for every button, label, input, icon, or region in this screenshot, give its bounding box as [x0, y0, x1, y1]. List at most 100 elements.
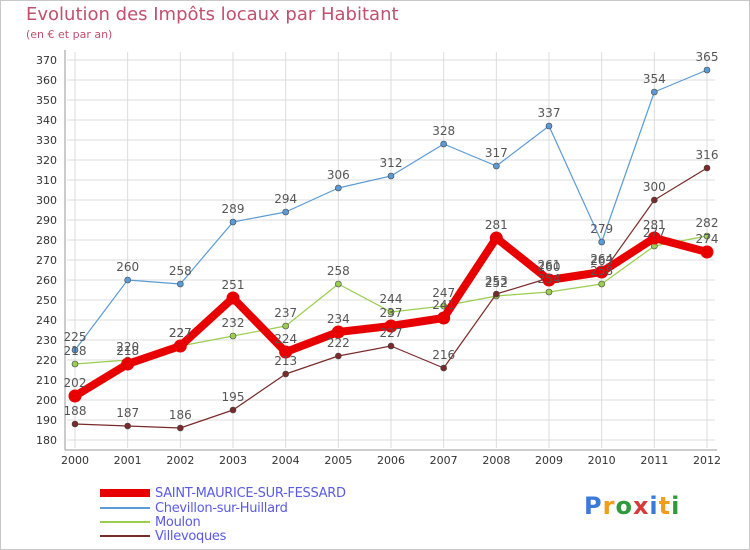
x-tick-label: 2008: [482, 454, 510, 467]
x-tick-label: 2011: [640, 454, 668, 467]
data-label-chevillon: 258: [169, 264, 192, 278]
y-tick-label: 330: [36, 134, 57, 147]
legend-swatch-villevoques: [100, 535, 150, 537]
data-label-chevillon: 260: [116, 260, 139, 274]
data-label-moulon: 220: [116, 340, 139, 354]
y-tick-label: 340: [36, 114, 57, 127]
data-label-saint-maurice: 274: [696, 232, 719, 246]
data-label-saint-maurice: 281: [485, 218, 508, 232]
data-point-chevillon: [598, 238, 605, 246]
data-point-saint-maurice: [384, 319, 398, 333]
proxiti-logo: Proxiti: [584, 492, 680, 520]
data-point-chevillon: [71, 346, 79, 354]
x-tick-label: 2004: [272, 454, 300, 467]
logo-letter: x: [632, 492, 650, 520]
data-label-villevoques: 253: [485, 274, 508, 288]
data-label-chevillon: 289: [222, 202, 245, 216]
legend-item-saint-maurice: SAINT-MAURICE-SUR-FESSARD: [100, 486, 346, 501]
data-point-chevillon: [703, 66, 711, 74]
data-point-chevillon: [545, 122, 553, 130]
x-tick-label: 2001: [114, 454, 142, 467]
legend-item-villevoques: Villevoques: [100, 528, 227, 544]
data-point-chevillon: [229, 218, 237, 226]
data-label-chevillon: 317: [485, 146, 508, 160]
logo-letter: i: [671, 492, 681, 520]
data-point-chevillon: [651, 88, 658, 96]
data-label-chevillon: 279: [590, 222, 613, 236]
data-point-chevillon: [177, 280, 184, 288]
data-point-chevillon: [335, 184, 342, 192]
data-point-villevoques: [335, 352, 342, 360]
data-point-saint-maurice: [700, 245, 714, 259]
data-label-moulon: 258: [590, 264, 613, 278]
y-tick-label: 260: [36, 274, 57, 287]
y-tick-label: 310: [36, 174, 57, 187]
data-label-saint-maurice: 234: [327, 312, 350, 326]
data-point-chevillon: [387, 172, 395, 180]
legend-swatch-chevillon: [100, 507, 150, 509]
data-point-villevoques: [177, 424, 184, 432]
data-label-saint-maurice: 237: [380, 306, 403, 320]
data-label-moulon: 232: [222, 316, 245, 330]
data-label-moulon: 254: [538, 272, 561, 286]
y-tick-label: 240: [36, 314, 57, 327]
data-point-villevoques: [71, 420, 79, 428]
y-tick-label: 300: [36, 194, 57, 207]
data-point-saint-maurice: [68, 389, 82, 403]
data-point-saint-maurice: [489, 231, 503, 245]
y-tick-label: 250: [36, 294, 57, 307]
data-point-moulon: [71, 360, 79, 368]
y-tick-label: 350: [36, 94, 57, 107]
y-tick-label: 280: [36, 234, 57, 247]
data-point-villevoques: [229, 406, 237, 414]
legend-label-chevillon: Chevillon-sur-Huillard: [155, 500, 288, 516]
logo-letter: P: [584, 492, 603, 520]
data-label-chevillon: 365: [696, 50, 719, 64]
x-tick-label: 2006: [377, 454, 405, 467]
legend-swatch-saint-maurice: [100, 489, 150, 497]
data-point-chevillon: [493, 162, 500, 170]
legend-label-villevoques: Villevoques: [155, 528, 227, 544]
data-label-moulon: 258: [327, 264, 350, 278]
x-tick-label: 2010: [588, 454, 616, 467]
chart-subtitle: (en € et par an): [26, 28, 113, 41]
data-label-moulon: 282: [696, 216, 719, 230]
data-label-chevillon: 312: [380, 156, 403, 170]
data-label-moulon: 247: [432, 286, 455, 300]
data-label-saint-maurice: 251: [222, 278, 245, 292]
data-point-chevillon: [124, 276, 131, 284]
data-label-saint-maurice: 202: [64, 376, 87, 390]
data-point-saint-maurice: [542, 273, 556, 287]
data-label-villevoques: 195: [222, 390, 245, 404]
logo-letter: r: [602, 492, 616, 520]
logo-letter: t: [658, 492, 672, 520]
data-label-saint-maurice: 260: [538, 260, 561, 274]
data-label-chevillon: 328: [432, 124, 455, 138]
data-label-chevillon: 294: [274, 192, 297, 206]
data-point-saint-maurice: [437, 311, 451, 325]
x-tick-label: 2009: [535, 454, 563, 467]
data-point-villevoques: [282, 370, 289, 378]
x-tick-label: 2005: [324, 454, 352, 467]
data-point-chevillon: [282, 208, 289, 216]
data-point-saint-maurice: [331, 325, 345, 339]
data-point-villevoques: [703, 164, 711, 172]
data-label-villevoques: 216: [432, 348, 455, 362]
data-label-villevoques: 227: [380, 326, 403, 340]
data-point-villevoques: [440, 364, 447, 372]
data-label-moulon: 227: [169, 326, 192, 340]
x-tick-label: 2000: [61, 454, 89, 467]
data-label-villevoques: 300: [643, 180, 666, 194]
data-label-chevillon: 337: [538, 106, 561, 120]
data-label-villevoques: 261: [538, 258, 561, 272]
y-tick-label: 360: [36, 74, 57, 87]
data-point-saint-maurice: [226, 291, 240, 305]
data-label-moulon: 218: [64, 344, 87, 358]
data-point-villevoques: [493, 290, 500, 298]
data-label-villevoques: 187: [116, 406, 139, 420]
x-tick-label: 2012: [693, 454, 721, 467]
y-tick-label: 320: [36, 154, 57, 167]
data-label-villevoques: 316: [696, 148, 719, 162]
